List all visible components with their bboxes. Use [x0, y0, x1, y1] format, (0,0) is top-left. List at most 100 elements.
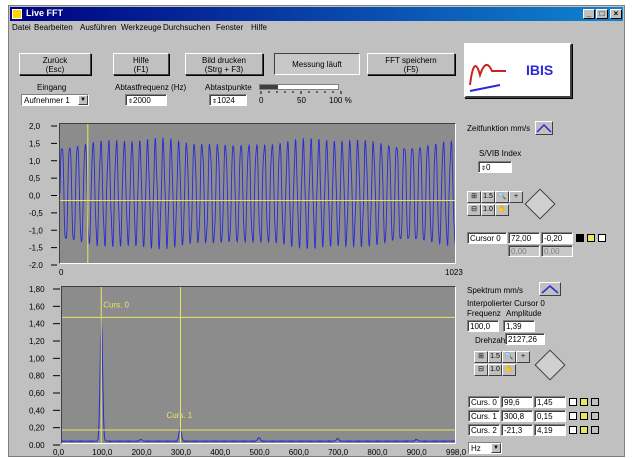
zoom-x-icon[interactable]: ⊞	[467, 191, 481, 203]
save-shortcut: (F5)	[403, 65, 419, 74]
spectrum-trace	[61, 316, 456, 443]
plot-style-button[interactable]	[535, 121, 553, 135]
save-label: FFT speichern	[385, 56, 437, 65]
chevron-down-icon[interactable]: ▼	[491, 443, 501, 453]
curs2-lock-icon[interactable]	[591, 426, 599, 434]
curs2-color-icon[interactable]	[580, 426, 588, 434]
curs0-y[interactable]: 1,45	[534, 396, 566, 408]
spec-zoom-x-icon[interactable]: ⊞	[474, 351, 488, 363]
save-fft-button[interactable]: FFT speichern (F5)	[367, 53, 455, 75]
curs2-name[interactable]: Curs. 2	[468, 424, 500, 436]
autoscale-x-icon[interactable]: ⊟	[467, 204, 481, 216]
spec-autoscale-y-icon[interactable]: 1.0	[488, 364, 502, 376]
curs2-y[interactable]: 4,19	[534, 424, 566, 436]
curs1-name[interactable]: Curs. 1	[468, 410, 500, 422]
spectrum-plot-area[interactable]: Curs. 0 Curs. 1	[61, 286, 456, 444]
maximize-button[interactable]: □	[596, 9, 608, 19]
curs1-y[interactable]: 0,15	[534, 410, 566, 422]
interp-cursor-label: Interpolierter Cursor 0	[467, 299, 545, 308]
cursor0-color-icon[interactable]	[587, 234, 595, 242]
time-ytick-label: 2,0	[29, 122, 41, 131]
menu-durchsuchen[interactable]: Durchsuchen	[163, 23, 211, 32]
unit-select[interactable]: Hz ▼	[468, 442, 502, 454]
spec-xtick-label: 0,0	[53, 448, 65, 457]
chevron-down-icon[interactable]: ▼	[78, 95, 88, 105]
svib-label: S/VIB Index	[479, 149, 522, 158]
help-shortcut: (F1)	[133, 65, 149, 74]
spec-crosshair-icon[interactable]: +	[516, 351, 530, 363]
spec-ytick-label: 1,20	[29, 337, 45, 346]
curs1-x[interactable]: 300,8	[501, 410, 533, 422]
autoscale-y-icon[interactable]: 1.0	[481, 204, 495, 216]
stepper-icon[interactable]: ⇕	[212, 99, 218, 105]
spec-pan-hand-icon[interactable]: ✋	[502, 364, 516, 376]
cursor0-y[interactable]: -0,20	[541, 232, 573, 244]
time-ytick-label: -1,0	[29, 226, 43, 235]
curs2-style-icon[interactable]	[569, 426, 577, 434]
cursor-move-pad-icon[interactable]	[524, 188, 556, 220]
time-func-label: Zeitfunktion mm/s	[467, 124, 531, 133]
speed-field: 2127,26	[505, 333, 545, 345]
minimize-button[interactable]: _	[583, 9, 595, 19]
time-ytick-label: -2,0	[29, 261, 43, 268]
spec-ytick-label: 0,80	[29, 372, 45, 381]
spec-zoom-icon[interactable]: 🔍	[502, 351, 516, 363]
cursor0-lock-icon[interactable]	[598, 234, 606, 242]
zoom-y-icon[interactable]: 1.5	[481, 191, 495, 203]
spec-xtick-label: 600,0	[289, 448, 310, 457]
cursor0-x[interactable]: 72,00	[508, 232, 540, 244]
menu-hilfe[interactable]: Hilfe	[251, 23, 268, 32]
freq-field[interactable]: ⇕2000	[125, 94, 167, 106]
input-select[interactable]: Aufnehmer 1 ▼	[21, 94, 89, 106]
time-ytick-label: 0,5	[29, 174, 41, 183]
pan-hand-icon[interactable]: ✋	[495, 204, 509, 216]
curs2-x[interactable]: -21,3	[501, 424, 533, 436]
curs0-name[interactable]: Curs. 0	[468, 396, 500, 408]
points-field[interactable]: ⇕1024	[209, 94, 247, 106]
time-ytick-label: 1,5	[29, 139, 41, 148]
percent-slider[interactable]	[259, 84, 339, 90]
menu-ausfuehren[interactable]: Ausführen	[80, 23, 117, 32]
zoom-icon[interactable]: 🔍	[495, 191, 509, 203]
curs0-style-icon[interactable]	[569, 398, 577, 406]
points-label: Abtastpunkte	[205, 83, 252, 92]
spec-ytick-label: 0,00	[29, 441, 45, 448]
time-x-axis: 0 1023	[59, 268, 463, 277]
cursor0-x2: 0,00	[508, 245, 540, 257]
stepper-icon[interactable]: ⇕	[128, 99, 134, 105]
logo-graphic: IBIS	[469, 62, 553, 92]
cursor0-style-icon[interactable]	[576, 234, 584, 242]
measure-toggle[interactable]: Messung läuft	[274, 53, 360, 75]
time-plot-area[interactable]	[59, 123, 456, 264]
slider-min-label: 0	[259, 96, 264, 105]
spectrum-style-button[interactable]	[539, 282, 561, 296]
curs1-lock-icon[interactable]	[591, 412, 599, 420]
menu-bearbeiten[interactable]: Bearbeiten	[34, 23, 73, 32]
help-label: Hilfe	[132, 56, 149, 65]
curs0-lock-icon[interactable]	[591, 398, 599, 406]
back-button[interactable]: Zurück (Esc)	[19, 53, 91, 75]
stepper-icon[interactable]: ⇕	[481, 166, 487, 172]
interp-freq-field: 100,0	[467, 320, 499, 332]
curs0-color-icon[interactable]	[580, 398, 588, 406]
time-signal-chart	[59, 124, 456, 263]
help-button[interactable]: Hilfe (F1)	[113, 53, 169, 75]
spec-autoscale-x-icon[interactable]: ⊟	[474, 364, 488, 376]
menu-werkzeuge[interactable]: Werkzeuge	[121, 23, 162, 32]
spec-cursor-move-pad-icon[interactable]	[534, 349, 566, 381]
freq-label: Abtastfrequenz (Hz)	[115, 83, 187, 92]
cursor0-name[interactable]: Cursor 0	[467, 232, 507, 244]
close-button[interactable]: ×	[610, 9, 622, 19]
menu-datei[interactable]: Datei	[12, 23, 31, 32]
curs1-color-icon[interactable]	[580, 412, 588, 420]
unit-value: Hz	[471, 444, 481, 453]
menu-fenster[interactable]: Fenster	[216, 23, 244, 32]
spec-zoom-y-icon[interactable]: 1.5	[488, 351, 502, 363]
curs1-style-icon[interactable]	[569, 412, 577, 420]
crosshair-icon[interactable]: +	[509, 191, 523, 203]
input-value: Aufnehmer 1	[24, 96, 70, 105]
print-button[interactable]: Bild drucken (Strg + F3)	[185, 53, 263, 75]
time-xtick-label: 0	[59, 268, 64, 277]
svib-field[interactable]: ⇕0	[478, 161, 512, 173]
curs0-x[interactable]: 99,6	[501, 396, 533, 408]
